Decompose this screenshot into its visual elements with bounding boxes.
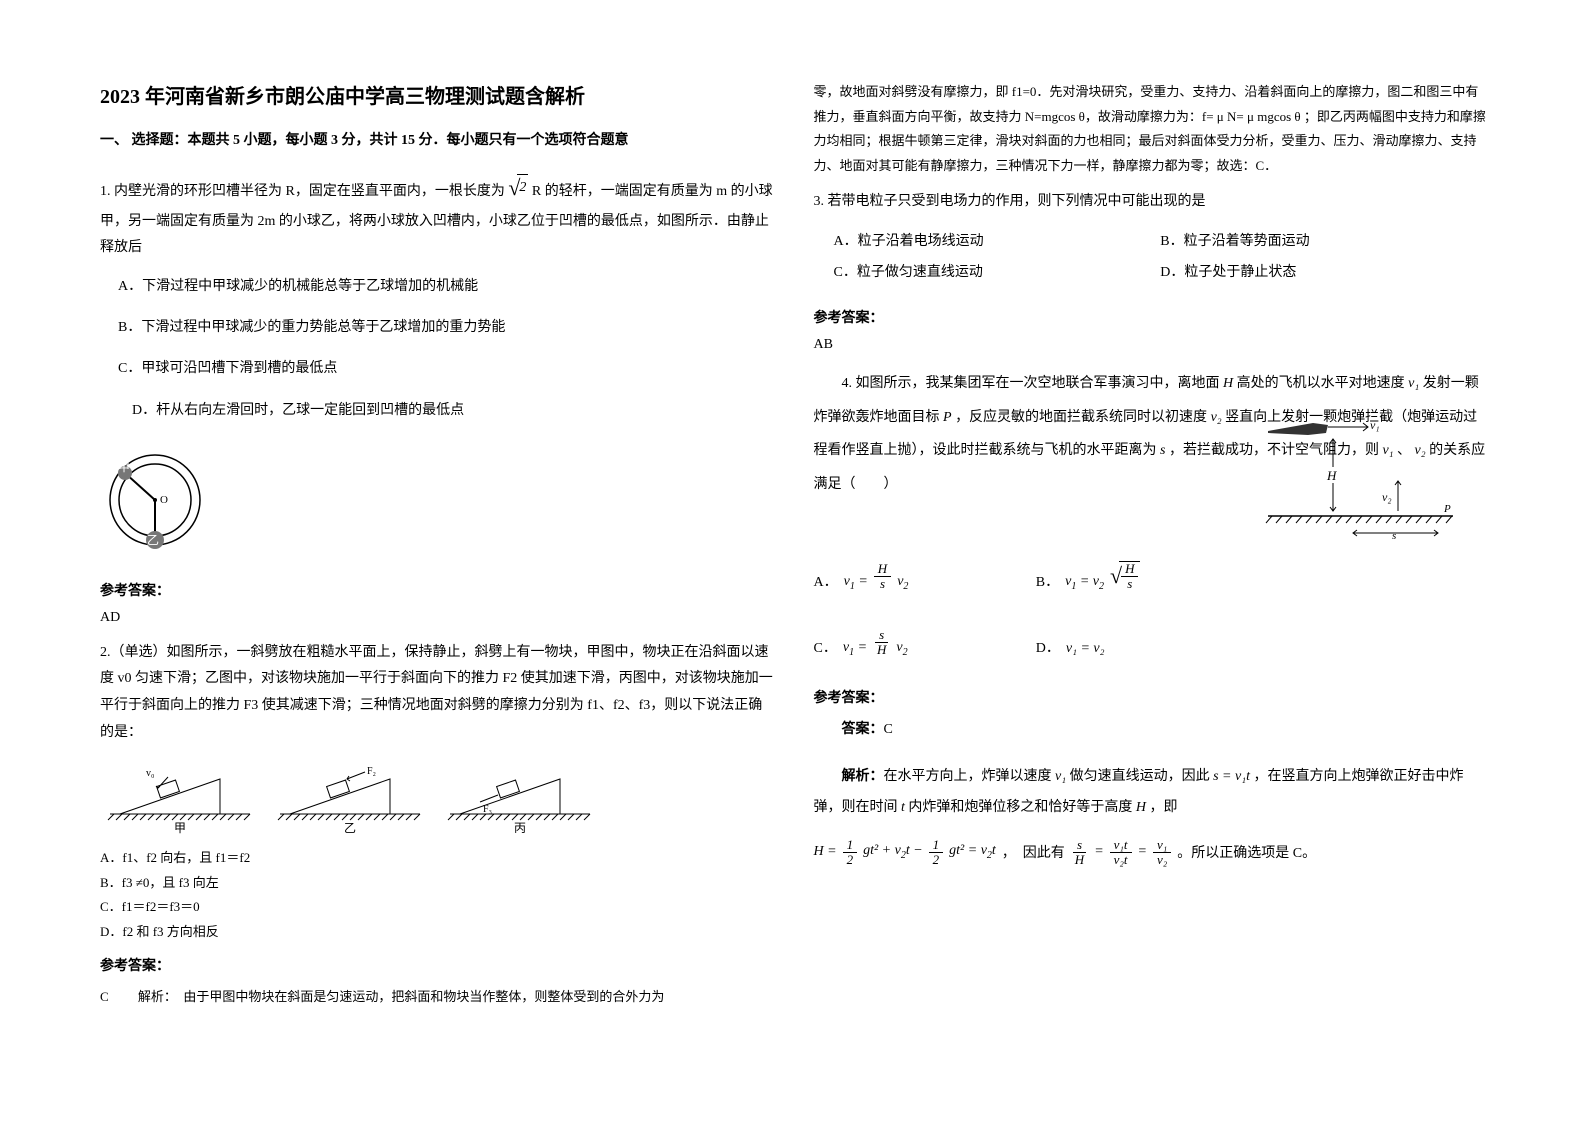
q4-eq2-suffix: ， 因此有: [1002, 842, 1065, 862]
q4-diagram-cell: v₁: [1258, 525, 1480, 591]
q4-diag-s: s: [1392, 530, 1396, 541]
q4-option-b: B． v1 = v2 √Hs: [1036, 525, 1258, 591]
q4-v1-a: v₁: [1408, 376, 1419, 391]
q4-expl1: 在水平方向上，炸弹以速度: [884, 769, 1052, 784]
q4-expl-v1: v₁: [1055, 769, 1066, 784]
q4-s: s: [1160, 443, 1165, 458]
q4-option-c: C． v1 = sH v2: [814, 591, 1036, 657]
q3-option-c: C．粒子做匀速直线运动: [834, 258, 1161, 289]
q2-fig-label-a: 甲: [174, 821, 186, 835]
q4-expl-H: H: [1136, 800, 1146, 815]
q4-answer-label: 参考答案：: [814, 687, 1488, 707]
q2-fig-f3: F₃: [483, 804, 492, 815]
q3-option-d: D．粒子处于静止状态: [1160, 258, 1487, 289]
q4-expl5: ，即: [1150, 800, 1178, 815]
q4-option-a: A． v1 = Hs v2: [814, 525, 1036, 591]
q4-diag-v1: v₁: [1370, 418, 1380, 432]
q4-P: P: [943, 410, 952, 425]
q1-option-d: D．杆从右向左滑回时，乙球一定能回到凹槽的最低点: [118, 398, 774, 423]
q4-option-d: D． v₁ = v₂: [1036, 591, 1258, 657]
q4-answer-line: 答案：C: [814, 717, 1488, 744]
q4-optD-pre: D．: [1036, 637, 1060, 657]
q1-answer: AD: [100, 610, 774, 626]
q4-H: H: [1223, 376, 1233, 391]
q2-fig-label-b: 乙: [344, 821, 356, 835]
q2-answer-label: 参考答案：: [100, 955, 774, 975]
q4-v2-a: v₂: [1211, 410, 1222, 425]
q2-fig-v0: v₀: [146, 768, 155, 779]
q2-figure: v₀ 甲 F₂: [100, 764, 774, 836]
q4-diag-H: H: [1326, 468, 1337, 483]
q4-expl4: 内炸弹和炮弹位移之和恰好等于高度: [908, 800, 1132, 815]
col2-continuation: 零，故地面对斜劈没有摩擦力，即 f1=0．先对滑块研究，受重力、支持力、沿着斜面…: [814, 80, 1488, 179]
q4-stem2: 高处的飞机以水平对地速度: [1237, 376, 1405, 391]
q3-options: A．粒子沿着电场线运动 B．粒子沿着等势面运动 C．粒子做匀速直线运动 D．粒子…: [834, 227, 1488, 289]
q4-answer: C: [884, 722, 893, 737]
q1-stem: 1. 内壁光滑的环形凹槽半径为 R，固定在竖直平面内，一根长度为 √2 R 的轻…: [100, 167, 774, 262]
q2-option-c: C．f1＝f2＝f3＝0: [100, 895, 774, 920]
q1-figure: O 甲 乙: [100, 445, 774, 560]
q1-stem-part1: 1. 内壁光滑的环形凹槽半径为 R，固定在竖直平面内，一根长度为: [100, 184, 505, 199]
q4-stem1: 4. 如图所示，我某集团军在一次空地联合军事演习中，离地面: [814, 376, 1220, 391]
section-heading: 一、 选择题：本题共 5 小题，每小题 3 分，共计 15 分．每小题只有一个选…: [100, 129, 774, 149]
q3-option-b: B．粒子沿着等势面运动: [1160, 227, 1487, 258]
q4-expl-eqS: s = v₁t: [1213, 769, 1250, 784]
q3-answer: AB: [814, 337, 1488, 353]
q4-eq3-suffix: 。所以正确选项是 C。: [1177, 842, 1316, 862]
fig-label-b: 乙: [147, 533, 159, 547]
fig-label-o: O: [160, 494, 168, 506]
q2-option-a: A．f1、f2 向右，且 f1＝f2: [100, 846, 774, 871]
q4-diag-v2: v₂: [1382, 490, 1392, 504]
fig-label-a: 甲: [118, 460, 130, 474]
q4-optD-eq: v₁ = v₂: [1066, 641, 1105, 657]
q2-option-d: D．f2 和 f3 方向相反: [100, 920, 774, 945]
sqrt-2: √2: [508, 167, 528, 209]
q3-option-a: A．粒子沿着电场线运动: [834, 227, 1161, 258]
q4-optC-pre: C．: [814, 637, 837, 657]
q1-option-c: C．甲球可沿凹槽下滑到槽的最低点: [118, 356, 774, 381]
q2-expl-text: 解析： 由于甲图中物块在斜面是匀速运动，把斜面和物块当作整体，则整体受到的合外力…: [112, 989, 665, 1004]
q4-answer-prefix: 答案：: [842, 722, 884, 737]
q3-answer-label: 参考答案：: [814, 307, 1488, 327]
q4-expl2: 做匀速直线运动，因此: [1070, 769, 1210, 784]
q4-expl-prefix: 解析：: [842, 769, 884, 784]
q4-diag-P: P: [1443, 503, 1451, 515]
q4-options-block: A． v1 = Hs v2 B． v1 = v2 √Hs v₁: [814, 505, 1488, 677]
q4-expl-t: t: [901, 800, 905, 815]
q2-fig-f2: F₂: [367, 766, 376, 777]
q2-stem: 2.（单选）如图所示，一斜劈放在粗糙水平面上，保持静止，斜劈上有一物块，甲图中，…: [100, 640, 774, 746]
page-title: 2023 年河南省新乡市朗公庙中学高三物理测试题含解析: [100, 80, 774, 109]
q2-explanation: C 解析： 由于甲图中物块在斜面是匀速运动，把斜面和物块当作整体，则整体受到的合…: [100, 985, 774, 1010]
q3-stem: 3. 若带电粒子只受到电场力的作用，则下列情况中可能出现的是: [814, 189, 1488, 216]
q4-equation-block: H = 12 gt² + v2t − 12 gt² = v2t ， 因此有 sH…: [814, 838, 1488, 868]
q4-explanation: 解析：在水平方向上，炸弹以速度 v₁ 做匀速直线运动，因此 s = v₁t ，在…: [814, 762, 1488, 824]
q4-optB-pre: B．: [1036, 571, 1059, 591]
q4-stem4: ，反应灵敏的地面拦截系统同时以初速度: [955, 410, 1207, 425]
q4-optA-pre: A．: [814, 571, 838, 591]
q2-option-b: B．f3 ≠0，且 f3 向左: [100, 871, 774, 896]
q1-answer-label: 参考答案：: [100, 580, 774, 600]
q1-option-b: B．下滑过程中甲球减少的重力势能总等于乙球增加的重力势能: [118, 315, 774, 340]
q2-answer: C: [100, 989, 109, 1004]
q2-fig-label-c: 丙: [514, 821, 526, 835]
q1-option-a: A．下滑过程中甲球减少的机械能总等于乙球增加的机械能: [118, 274, 774, 299]
